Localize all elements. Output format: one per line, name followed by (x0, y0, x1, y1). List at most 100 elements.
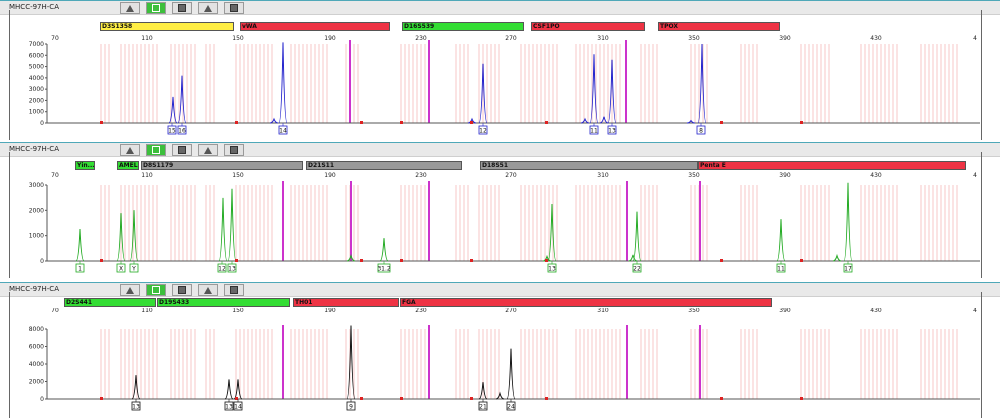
bin-stripe (698, 44, 700, 123)
bin-stripe (828, 185, 830, 261)
bin-stripe (108, 185, 110, 261)
green-dye-button[interactable] (146, 144, 166, 156)
bin-stripe (744, 329, 746, 399)
bin-stripe (136, 44, 138, 123)
bin-stripe (876, 185, 878, 261)
off-ladder-marker (235, 397, 238, 400)
peak-tool-button[interactable] (120, 2, 140, 14)
bin-stripe (213, 44, 215, 123)
locus-penta-e[interactable]: Penta E (698, 161, 966, 170)
bin-stripe (294, 185, 296, 261)
square-tool-button[interactable] (172, 2, 192, 14)
allele-label: 21 (479, 404, 487, 411)
bin-stripe (205, 329, 207, 399)
y-axis-label: 1000 (29, 233, 44, 240)
locus-tpox[interactable]: TPOX (658, 22, 780, 31)
locus-d21s11[interactable]: D21S11 (306, 161, 462, 170)
bin-stripe (800, 329, 802, 399)
bins-group (100, 40, 958, 123)
allele-labels: 13 13 14 9 21 24 (131, 399, 516, 411)
y-axis-label: 5000 (29, 64, 44, 71)
frame-right (981, 292, 982, 418)
locus-amel[interactable]: AMEL (117, 161, 139, 170)
bin-stripe (424, 44, 426, 123)
square-tool-button-2[interactable] (224, 144, 244, 156)
locus-vwa[interactable]: vWA (240, 22, 390, 31)
bin-stripe (239, 329, 241, 399)
green-dye-button[interactable] (146, 284, 166, 296)
bin-stripe (498, 185, 500, 261)
bin-stripe (524, 329, 526, 399)
locus-d3s1358[interactable]: D3S1358 (100, 22, 234, 31)
bin-stripe (599, 44, 601, 123)
peak-tool-button[interactable] (120, 144, 140, 156)
square-tool-button[interactable] (172, 284, 192, 296)
scale-label: 150 (232, 308, 244, 314)
peak (832, 253, 842, 262)
bin-stripe (611, 44, 613, 123)
green-dye-button[interactable] (146, 2, 166, 14)
bin-stripe (583, 44, 585, 123)
bin-stripe (486, 185, 488, 261)
bin-stripe (194, 185, 196, 261)
square-tool-button-2[interactable] (224, 284, 244, 296)
locus-d19s433[interactable]: D19S433 (157, 298, 290, 307)
bin-stripe (892, 329, 894, 399)
bin-stripe (619, 44, 621, 123)
peak (542, 254, 552, 262)
locus-d8s1179[interactable]: D8S1179 (141, 161, 303, 170)
bin-stripe (579, 185, 581, 261)
bin-stripe (744, 44, 746, 123)
bin-stripe (888, 185, 890, 261)
peak-tool-button[interactable] (120, 284, 140, 296)
bin-stripe (644, 185, 646, 261)
scale-label: 150 (232, 172, 244, 179)
bin-stripe (591, 44, 593, 123)
peaks-group (100, 42, 803, 124)
bin-stripe (247, 185, 249, 261)
scale-label: 390 (779, 172, 791, 179)
peak (686, 119, 696, 124)
scale-label: 350 (688, 308, 700, 314)
bin-stripe (924, 44, 926, 123)
bin-stripe (520, 44, 522, 123)
bin-stripe (872, 329, 874, 399)
panel-3-header: MHCC-97H-CA (0, 282, 1000, 297)
bin-stripe (298, 44, 300, 123)
peak-icon (126, 146, 134, 154)
scale-label: 270 (505, 308, 517, 314)
scale-label: 70 (51, 308, 59, 314)
peak-tool-button-2[interactable] (198, 2, 218, 14)
square-tool-button-2[interactable] (224, 2, 244, 14)
bin-stripe (478, 44, 480, 123)
locus-th01[interactable]: TH01 (293, 298, 399, 307)
scale-label: 430 (870, 172, 882, 179)
bin-stripe (235, 329, 237, 399)
allele-label: 13 (228, 266, 236, 273)
bin-stripe (652, 329, 654, 399)
bin-stripe (310, 329, 312, 399)
bin-stripe (702, 185, 704, 261)
locus-csf1po[interactable]: CSF1PO (531, 22, 645, 31)
bin-stripe (259, 44, 261, 123)
frame-left (9, 292, 10, 418)
bin-stripe (205, 185, 207, 261)
locus-d18s51[interactable]: D18S51 (480, 161, 698, 170)
locus-yindel[interactable]: Yin... (75, 161, 95, 170)
peak-tool-button-2[interactable] (198, 144, 218, 156)
bin-stripe (591, 329, 593, 399)
bin-stripe (528, 185, 530, 261)
locus-fga[interactable]: FGA (400, 298, 772, 307)
square-tool-button[interactable] (172, 144, 192, 156)
peak-tool-button-2[interactable] (198, 284, 218, 296)
bin-stripe (140, 329, 142, 399)
bin-stripe (357, 44, 359, 123)
bin-stripe (290, 329, 292, 399)
locus-d16s539[interactable]: D16S539 (402, 22, 524, 31)
bin-stripe (424, 329, 426, 399)
scale-label: 190 (324, 172, 336, 179)
allele-label: 1 (78, 266, 82, 273)
locus-d2s441[interactable]: D2S441 (64, 298, 156, 307)
bin-stripe (290, 44, 292, 123)
bin-stripe (756, 185, 758, 261)
